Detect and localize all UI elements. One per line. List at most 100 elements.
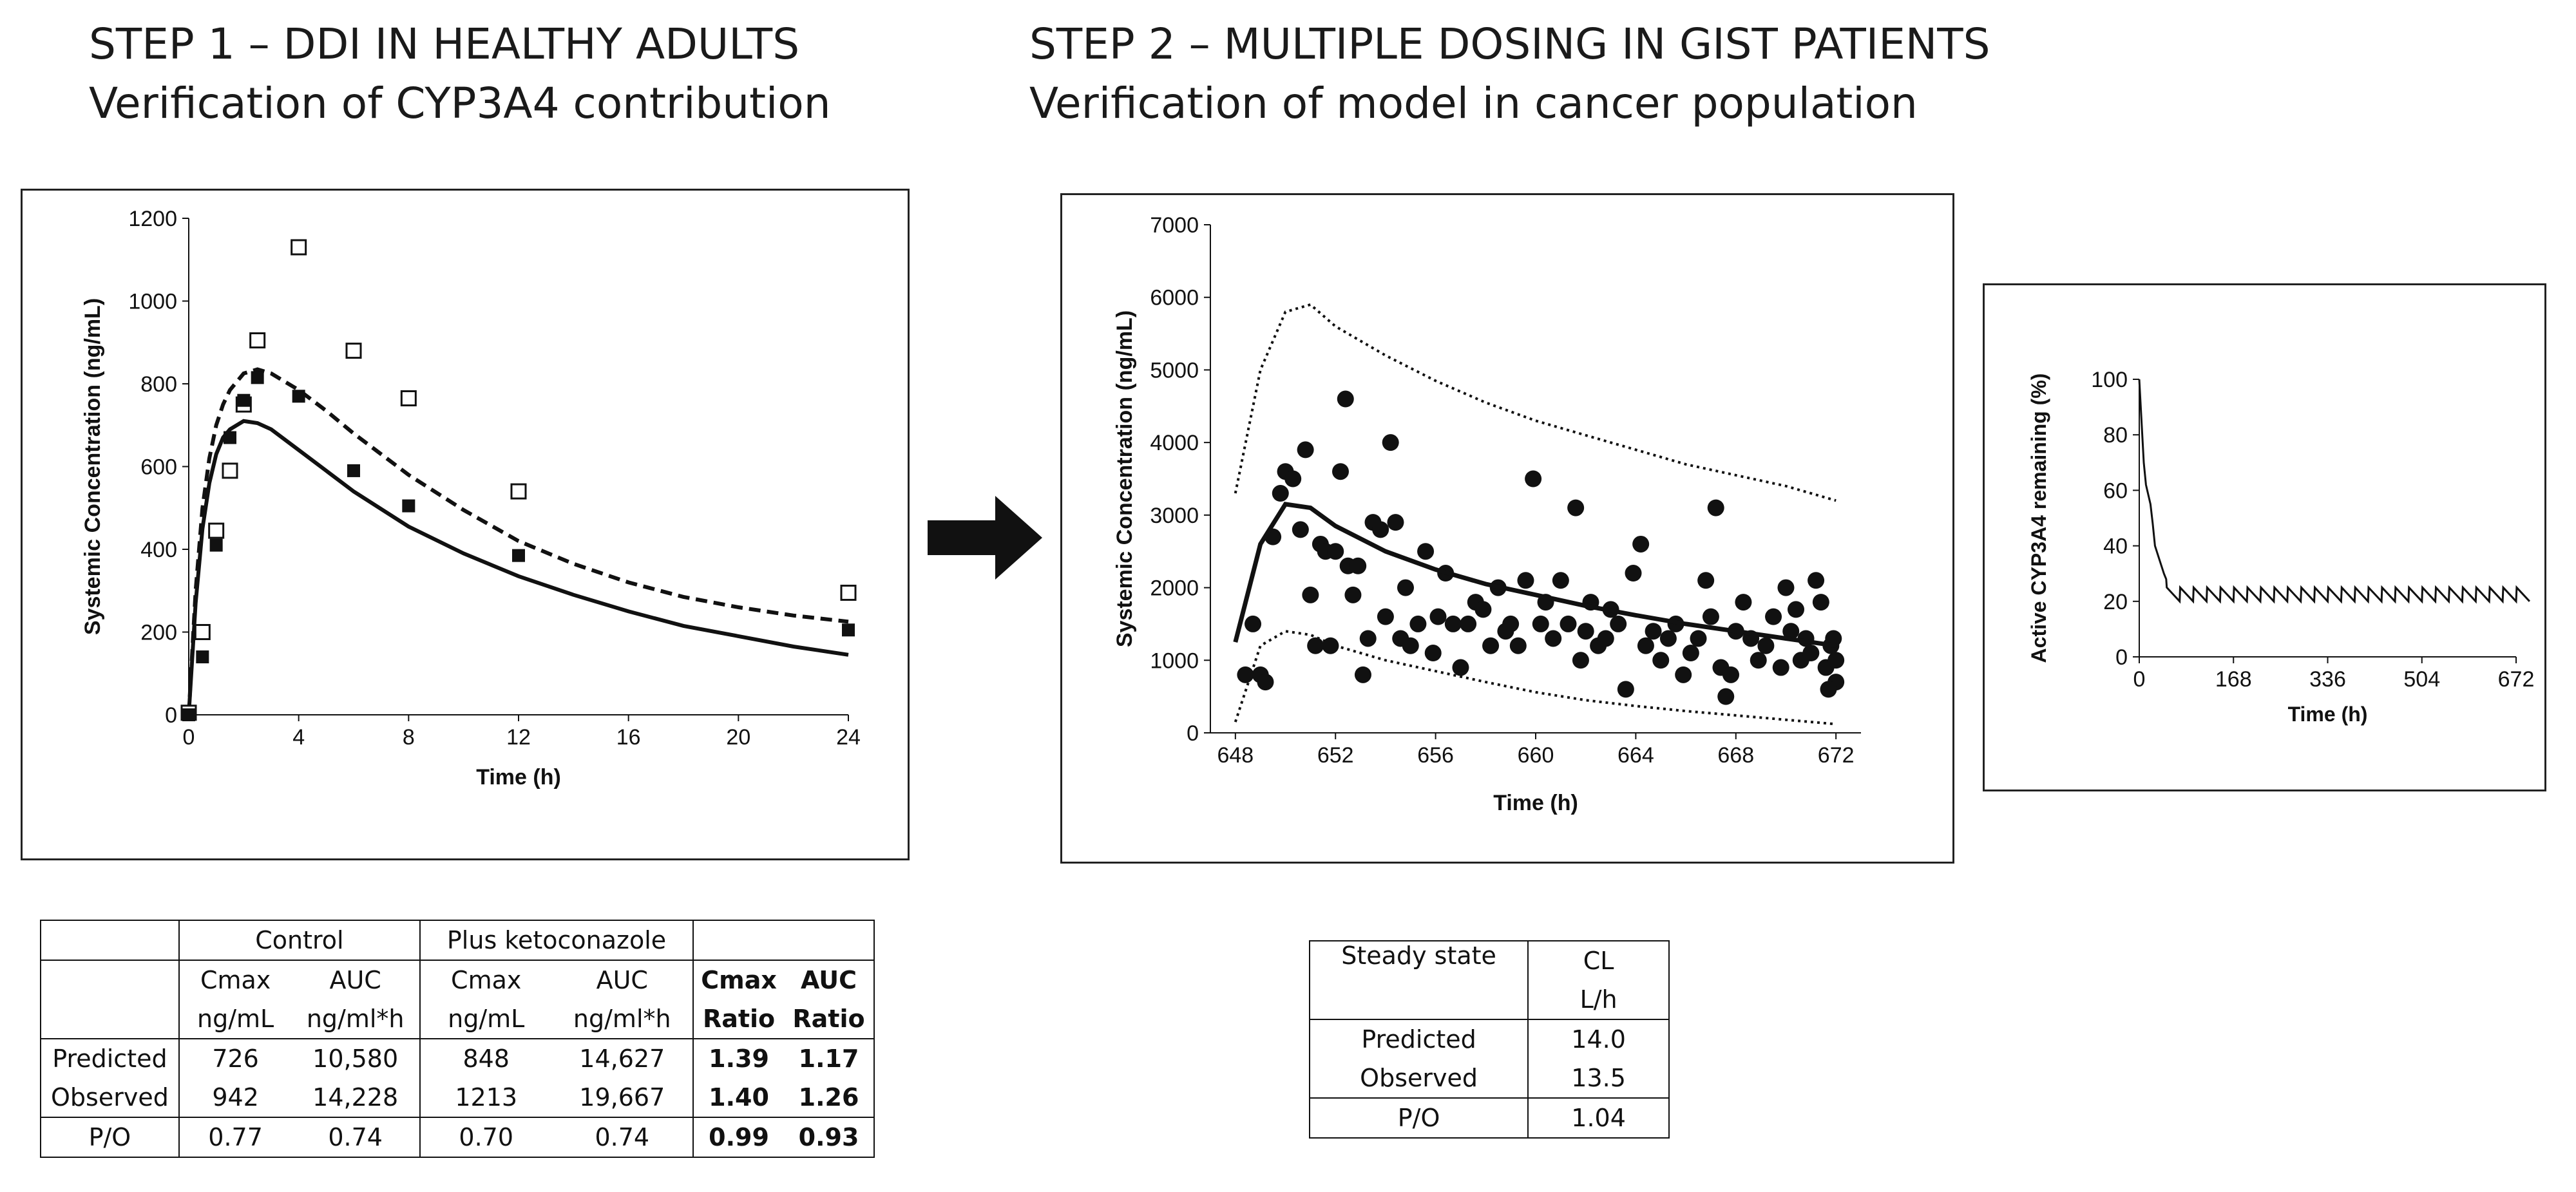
table-row: Observed 942 14,228 1213 19,667 1.40 1.2… [40, 1078, 875, 1118]
cl-table: Steady state CL L/h Predicted 14.0 Obser… [1309, 940, 1670, 1139]
data-point-filled-square [209, 538, 223, 552]
data-point-observed [1659, 630, 1677, 647]
cell: 848 [463, 1045, 510, 1073]
y-tick-label: 0 [2115, 645, 2128, 670]
series-line-lower [1234, 630, 1837, 726]
y-tick-label: 20 [2103, 590, 2128, 614]
data-point-observed [1377, 608, 1394, 625]
y-tick-label: 0 [1187, 721, 1199, 746]
table-unit-r-auc: Ratio [784, 999, 875, 1039]
data-point-observed [1572, 652, 1589, 669]
data-point-open-square [400, 390, 417, 406]
ddi-chart-panel: 0 200 400 600 800 1000 1200 0 4 8 12 16 20 24 Time (h)… [21, 189, 910, 860]
gist-chart-panel: 0 1000 2000 3000 4000 5000 6000 7000 648 652 656 66… [1060, 193, 1954, 864]
data-point-observed [1802, 645, 1820, 662]
table-head-c-cmax: Cmax [200, 966, 271, 994]
y-tick-label: 2000 [1150, 576, 1199, 601]
x-tick-label: 0 [183, 725, 195, 750]
data-point-observed [1332, 463, 1349, 480]
x-tick-label: 672 [1818, 743, 1855, 768]
y-axis-label: Systemic Concentration (ng/mL) [1112, 310, 1137, 647]
x-axis-label: Time (h) [2288, 703, 2368, 726]
cell: 13.5 [1528, 1059, 1669, 1099]
data-point-observed [1702, 608, 1719, 625]
data-point-open-square [249, 332, 266, 349]
cell: 1.17 [784, 1039, 875, 1078]
cell: 0.70 [419, 1117, 552, 1158]
data-point-observed [1750, 652, 1767, 669]
x-tick-label: 4 [292, 725, 305, 750]
cell: 14,627 [551, 1039, 694, 1078]
series-line-mean [1233, 502, 1837, 648]
table2-header-unit: L/h [1528, 980, 1669, 1020]
step2-title: STEP 2 – MULTIPLE DOSING IN GIST PATIENT… [1029, 19, 1990, 69]
cell: 942 [178, 1078, 292, 1118]
data-point-observed [1452, 659, 1469, 676]
y-tick-label: 1000 [128, 290, 177, 314]
data-point-observed [1637, 637, 1654, 654]
data-point-filled-square [512, 549, 525, 562]
data-point-open-square [222, 462, 238, 479]
x-tick-label: 648 [1217, 743, 1254, 768]
cell: 19,667 [551, 1078, 694, 1118]
cell: 0.99 [693, 1117, 785, 1158]
data-point-observed [1297, 441, 1314, 459]
data-point-observed [1474, 601, 1492, 618]
data-point-observed [1387, 514, 1404, 531]
data-point-observed [1402, 637, 1419, 654]
data-point-observed [1625, 565, 1642, 582]
table-unit-k-auc: ng/ml*h [551, 999, 694, 1039]
row-label: Observed [40, 1078, 180, 1118]
y-tick-label: 600 [140, 455, 177, 480]
data-point-open-square [194, 624, 211, 640]
cell: 726 [212, 1045, 259, 1073]
x-tick-label: 652 [1317, 743, 1354, 768]
data-point-observed [1482, 637, 1500, 654]
data-point-filled-square [347, 464, 360, 477]
table-unit-c-cmax: ng/mL [178, 999, 292, 1039]
data-point-observed [1808, 572, 1825, 589]
data-point-observed [1257, 674, 1274, 691]
data-point-open-square [291, 239, 307, 256]
data-point-open-square [345, 343, 362, 359]
data-point-observed [1675, 666, 1692, 683]
data-point-observed [1327, 543, 1344, 560]
table-row: P/O 0.77 0.74 0.70 0.74 0.99 0.93 [40, 1117, 875, 1158]
table-head-k-auc: AUC [551, 960, 694, 999]
data-point-observed [1517, 572, 1534, 589]
data-point-observed [1245, 615, 1262, 632]
data-point-open-square [208, 522, 225, 539]
gist-chart: 0 1000 2000 3000 4000 5000 6000 7000 648 652 656 66… [1112, 213, 1861, 815]
row-label: Observed [1310, 1059, 1529, 1099]
data-point-observed [1560, 615, 1577, 632]
row-label: Predicted [1310, 1019, 1529, 1059]
data-point-observed [1417, 543, 1435, 560]
table-header-control: Control [178, 920, 421, 961]
data-point-observed [1502, 615, 1520, 632]
y-tick-label: 800 [140, 372, 177, 397]
data-point-observed [1302, 586, 1319, 603]
y-tick-label: 80 [2103, 423, 2128, 448]
cell: 1213 [419, 1078, 552, 1118]
data-point-observed [1610, 615, 1627, 632]
cell: 14,228 [291, 1078, 421, 1118]
y-tick-label: 40 [2103, 535, 2128, 559]
y-tick-label: 200 [140, 621, 177, 645]
data-point-observed [1652, 652, 1670, 669]
data-point-observed [1424, 645, 1442, 662]
data-point-observed [1344, 586, 1362, 603]
x-axis-label: Time (h) [476, 765, 561, 790]
data-point-observed [1577, 623, 1594, 640]
data-point-observed [1350, 557, 1367, 574]
data-point-observed [1632, 535, 1650, 553]
x-axis-label: Time (h) [1493, 791, 1578, 815]
x-tick-label: 656 [1417, 743, 1454, 768]
cell: 10,580 [291, 1039, 421, 1078]
series-line-control [187, 419, 849, 715]
table-row: Predicted 14.0 [1310, 1019, 1669, 1059]
x-tick-label: 0 [2133, 667, 2146, 692]
data-point-filled-square [224, 431, 236, 444]
y-tick-label: 7000 [1150, 213, 1199, 238]
data-point-observed [1444, 615, 1462, 632]
cell: 14.0 [1571, 1025, 1626, 1054]
